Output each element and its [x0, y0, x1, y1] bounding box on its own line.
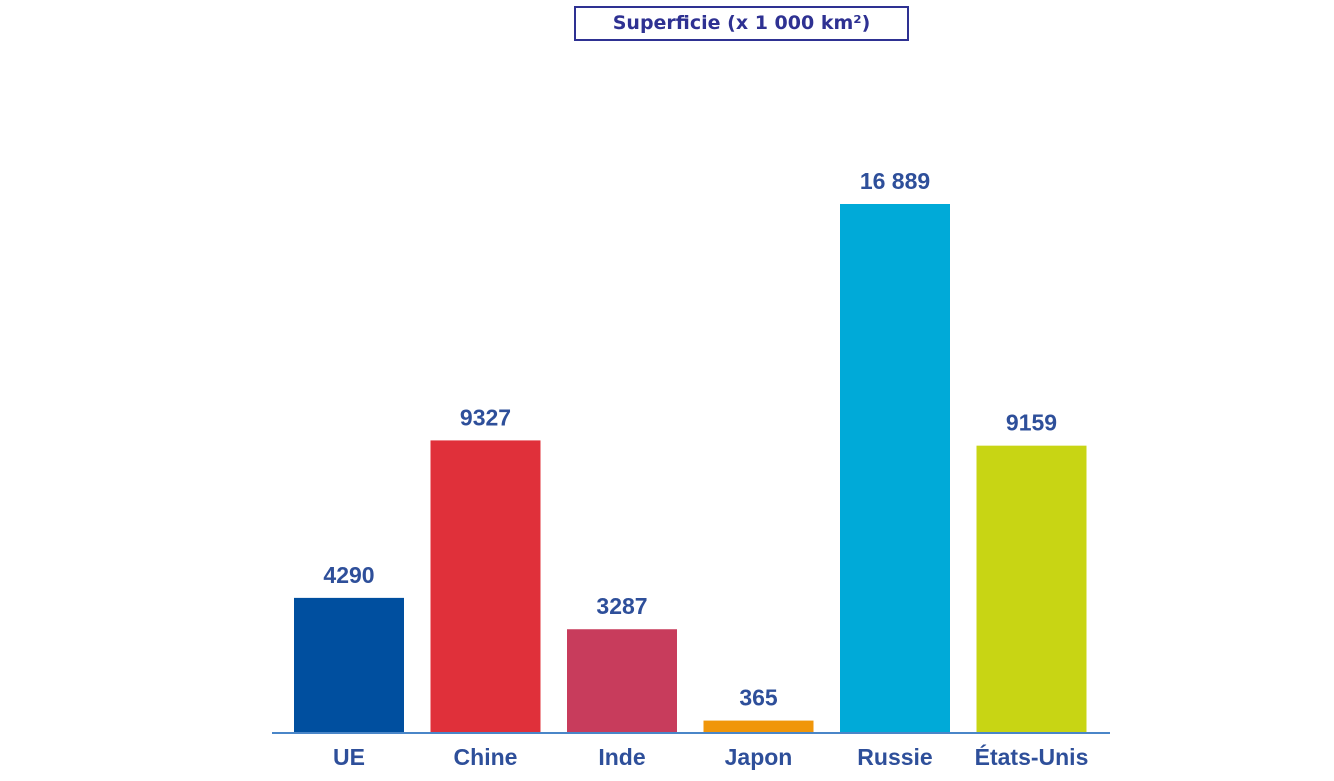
value-label: 9327 [460, 404, 511, 430]
category-label: Chine [454, 744, 518, 770]
category-label: Russie [857, 744, 932, 770]
value-label: 365 [739, 685, 778, 711]
bar-japon [703, 720, 814, 732]
bars-group [294, 204, 1087, 732]
category-label: Japon [725, 744, 793, 770]
bar-ue [294, 597, 404, 732]
value-label: 3287 [596, 593, 647, 619]
bar-chine [430, 440, 541, 732]
category-label: UE [333, 744, 365, 770]
value-label: 9159 [1006, 410, 1057, 436]
bar-inde [567, 629, 677, 732]
chart-title: Superficie (x 1 000 km²) [574, 6, 909, 41]
value-label: 4290 [323, 562, 374, 588]
value-label: 16 889 [860, 168, 930, 194]
category-label: États-Unis [975, 743, 1089, 770]
value-labels-group: 4290 9327 3287 365 16 889 9159 [323, 168, 1057, 711]
bar-russie [840, 204, 950, 732]
category-label: Inde [598, 744, 645, 770]
category-labels-group: UE Chine Inde Japon Russie États-Unis [333, 743, 1088, 770]
bar--tats-unis [976, 445, 1087, 732]
